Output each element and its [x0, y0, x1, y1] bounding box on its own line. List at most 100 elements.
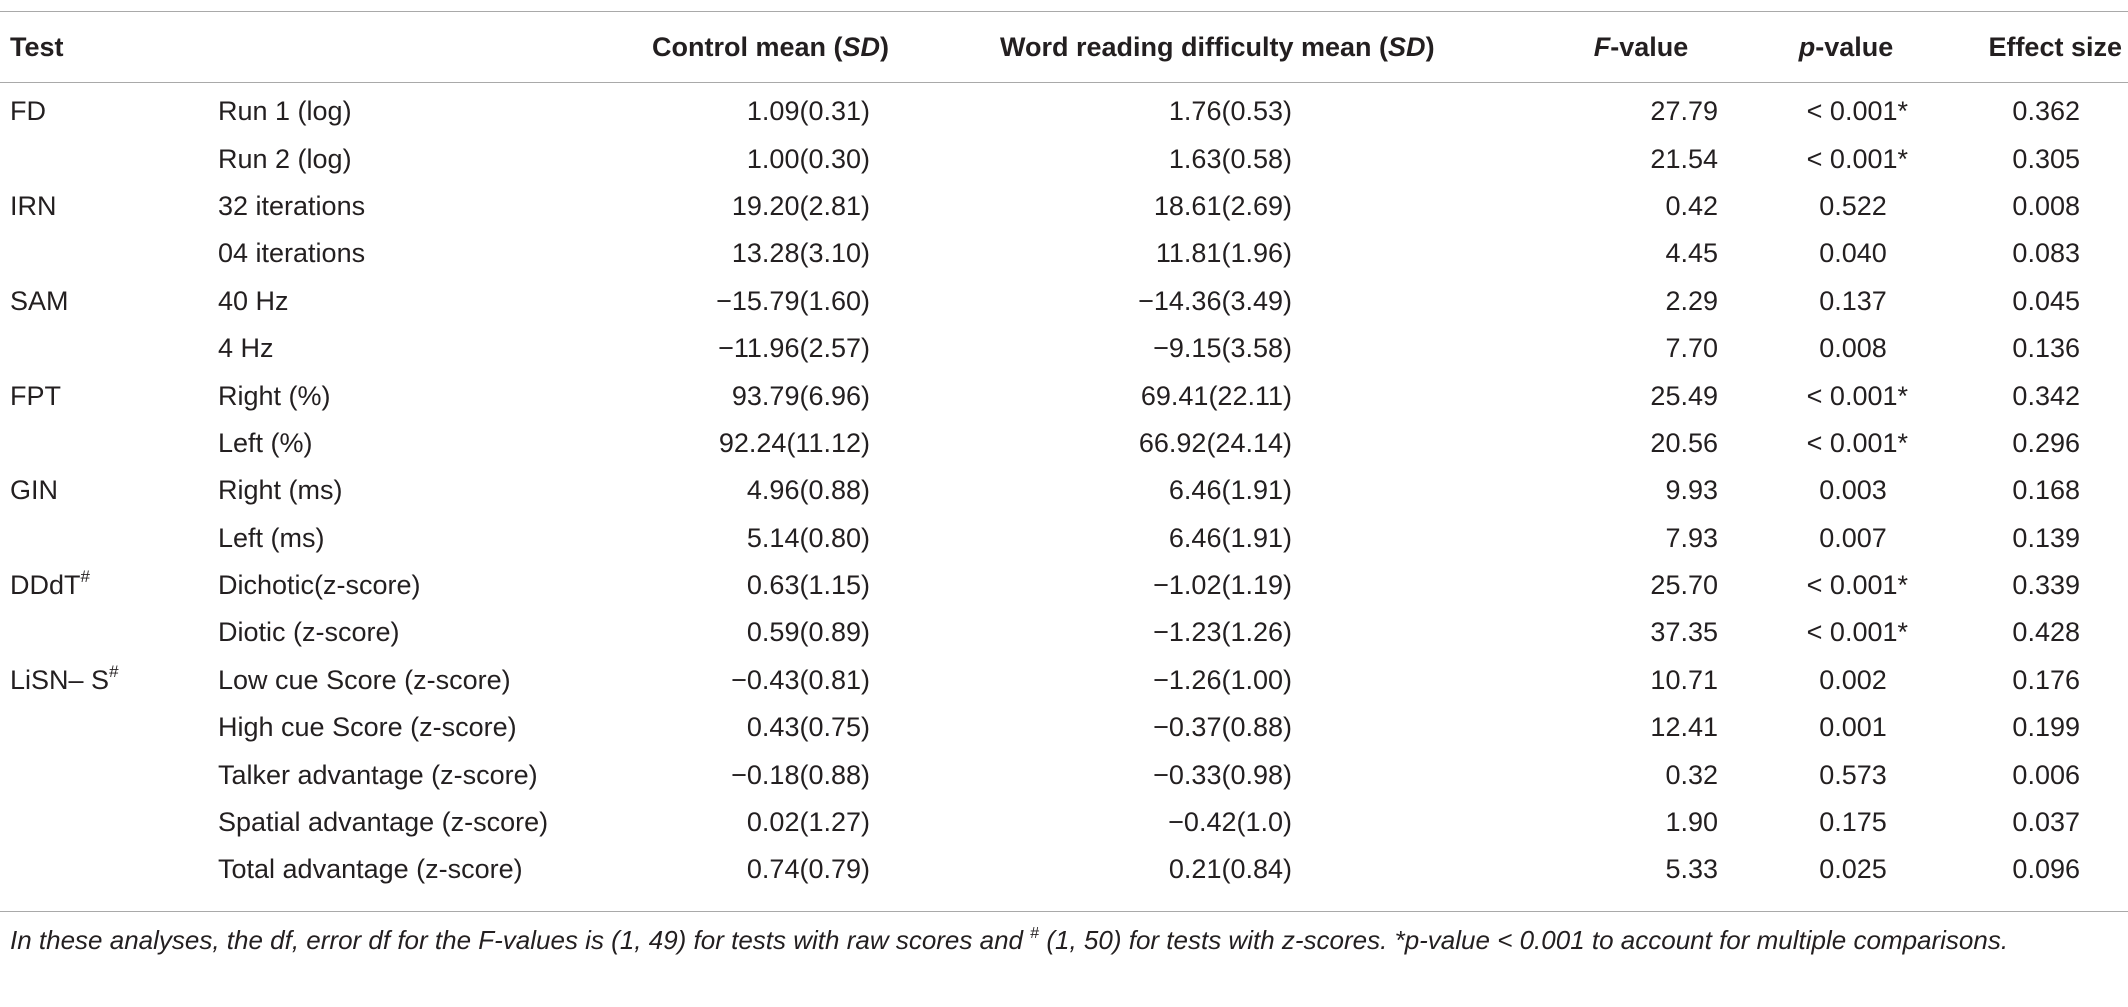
cell-effect-size: 0.168	[1948, 467, 2128, 514]
cell-word-reading-mean: −1.02(1.19)	[1000, 562, 1538, 609]
cell-effect-size-text: 0.006	[2012, 759, 2080, 790]
cell-word-reading-mean: −1.23(1.26)	[1000, 609, 1538, 656]
cell-effect-size-text: 0.362	[2012, 96, 2080, 127]
table-header: Test Control mean (SD) Word reading diff…	[0, 12, 2128, 82]
cell-effect-size-text: 0.168	[2012, 475, 2080, 506]
cell-control-mean: 1.09(0.31)	[640, 88, 1000, 135]
cell-effect-size-text: 0.342	[2012, 380, 2080, 411]
cell-word-reading-mean-text: 6.46(1.91)	[1168, 522, 1292, 553]
cell-f-value: 0.32	[1538, 751, 1744, 798]
cell-p-value: < 0.001*	[1744, 372, 1948, 419]
header-f-suffix: -value	[1610, 31, 1689, 62]
footnote-text-2: (1, 50) for tests with z-scores. *p-valu…	[1039, 925, 2009, 955]
cell-control-mean-text: 5.14(0.80)	[746, 522, 870, 553]
header-row: Test Control mean (SD) Word reading diff…	[0, 12, 2128, 82]
cell-p-value: 0.573	[1744, 751, 1948, 798]
cell-subtest-text: 04 iterations	[218, 238, 366, 269]
cell-word-reading-mean-text: −9.15(3.58)	[1153, 333, 1292, 364]
cell-effect-size-text: 0.136	[2012, 333, 2080, 364]
cell-effect-size: 0.305	[1948, 135, 2128, 182]
cell-f-value-text: 7.70	[1665, 333, 1718, 364]
cell-control-mean-text: −15.79(1.60)	[716, 285, 870, 316]
cell-control-mean: 1.00(0.30)	[640, 135, 1000, 182]
cell-test	[0, 799, 204, 846]
table-body: FD Run 1 (log) 1.09(0.31) 1.76(0.53) 27.79 < …	[0, 82, 2128, 894]
header-p-value: p-value	[1744, 12, 1948, 82]
cell-test-text: FD	[10, 96, 46, 127]
cell-subtest-text: 32 iterations	[218, 190, 366, 221]
cell-f-value: 4.45	[1538, 230, 1744, 277]
cell-effect-size: 0.006	[1948, 751, 2128, 798]
cell-subtest: Dichotic(z-score)	[204, 562, 640, 609]
cell-effect-size: 0.083	[1948, 230, 2128, 277]
results-table: Test Control mean (SD) Word reading diff…	[0, 12, 2128, 894]
cell-p-value: < 0.001*	[1744, 135, 1948, 182]
cell-effect-size-text: 0.096	[2012, 854, 2080, 885]
cell-control-mean: 13.28(3.10)	[640, 230, 1000, 277]
cell-control-mean-text: −11.96(2.57)	[718, 333, 870, 364]
cell-subtest: Total advantage (z-score)	[204, 846, 640, 893]
cell-p-value: 0.001	[1744, 704, 1948, 751]
cell-word-reading-mean-text: 69.41(22.11)	[1140, 380, 1292, 411]
table-bottom-rule	[0, 911, 2128, 912]
cell-p-value-text: 0.573	[1819, 759, 1887, 790]
cell-f-value: 27.79	[1538, 88, 1744, 135]
cell-subtest-text: Low cue Score (z-score)	[218, 664, 511, 695]
cell-f-value: 7.70	[1538, 325, 1744, 372]
cell-word-reading-mean: −0.37(0.88)	[1000, 704, 1538, 751]
cell-effect-size-text: 0.045	[2012, 285, 2080, 316]
cell-effect-size-text: 0.008	[2012, 190, 2080, 221]
cell-word-reading-mean: 66.92(24.14)	[1000, 420, 1538, 467]
cell-f-value: 37.35	[1538, 609, 1744, 656]
cell-word-reading-mean-text: −0.42(1.0)	[1168, 807, 1292, 838]
header-subtest	[204, 12, 640, 82]
table-row: 4 Hz −11.96(2.57) −9.15(3.58) 7.70 0.008 0.13…	[0, 325, 2128, 372]
header-test: Test	[0, 12, 204, 82]
cell-word-reading-mean-text: 1.63(0.58)	[1168, 143, 1292, 174]
table-row: LiSN– S# Low cue Score (z-score) −0.43(0.8…	[0, 657, 2128, 704]
header-control-prefix: Control mean (	[652, 31, 843, 62]
cell-effect-size-text: 0.199	[2012, 712, 2080, 743]
cell-subtest: 4 Hz	[204, 325, 640, 372]
cell-word-reading-mean-text: 1.76(0.53)	[1168, 96, 1292, 127]
header-f-value: F-value	[1538, 12, 1744, 82]
cell-control-mean-text: 0.74(0.79)	[746, 854, 870, 885]
cell-f-value: 25.70	[1538, 562, 1744, 609]
cell-p-value-text: < 0.001*	[1806, 427, 1908, 458]
cell-subtest: 04 iterations	[204, 230, 640, 277]
table-row: Diotic (z-score) 0.59(0.89) −1.23(1.26) 37.…	[0, 609, 2128, 656]
cell-control-mean-text: 93.79(6.96)	[731, 380, 870, 411]
cell-effect-size-text: 0.037	[2012, 807, 2080, 838]
cell-subtest-text: Total advantage (z-score)	[218, 854, 523, 885]
cell-subtest: Right (%)	[204, 372, 640, 419]
cell-p-value: 0.040	[1744, 230, 1948, 277]
cell-test: DDdT#	[0, 562, 204, 609]
cell-f-value: 10.71	[1538, 657, 1744, 704]
test-superscript: #	[109, 661, 119, 681]
cell-f-value-text: 7.93	[1665, 522, 1718, 553]
cell-f-value-text: 0.42	[1665, 190, 1718, 221]
cell-test: GIN	[0, 467, 204, 514]
cell-effect-size-text: 0.176	[2012, 664, 2080, 695]
table-row: FPT Right (%) 93.79(6.96) 69.41(22.11) 25.49…	[0, 372, 2128, 419]
cell-control-mean-text: 1.09(0.31)	[746, 96, 870, 127]
cell-p-value-text: 0.025	[1819, 854, 1887, 885]
cell-word-reading-mean-text: 6.46(1.91)	[1168, 475, 1292, 506]
cell-effect-size-text: 0.139	[2012, 522, 2080, 553]
cell-p-value-text: 0.001	[1819, 712, 1887, 743]
cell-f-value-text: 25.49	[1650, 380, 1718, 411]
cell-test: FPT	[0, 372, 204, 419]
cell-control-mean: −15.79(1.60)	[640, 278, 1000, 325]
header-word-suffix: )	[1425, 31, 1435, 62]
table-row: Talker advantage (z-score) −0.18(0.88) −0.…	[0, 751, 2128, 798]
cell-p-value-text: 0.002	[1819, 664, 1887, 695]
cell-subtest: Left (ms)	[204, 515, 640, 562]
header-test-label: Test	[10, 31, 64, 62]
header-word-sd: SD	[1388, 31, 1426, 62]
cell-test-text: IRN	[10, 190, 57, 221]
cell-word-reading-mean: −14.36(3.49)	[1000, 278, 1538, 325]
cell-p-value: < 0.001*	[1744, 609, 1948, 656]
cell-word-reading-mean: 11.81(1.96)	[1000, 230, 1538, 277]
cell-f-value-text: 9.93	[1665, 475, 1718, 506]
cell-p-value-text: < 0.001*	[1806, 96, 1908, 127]
